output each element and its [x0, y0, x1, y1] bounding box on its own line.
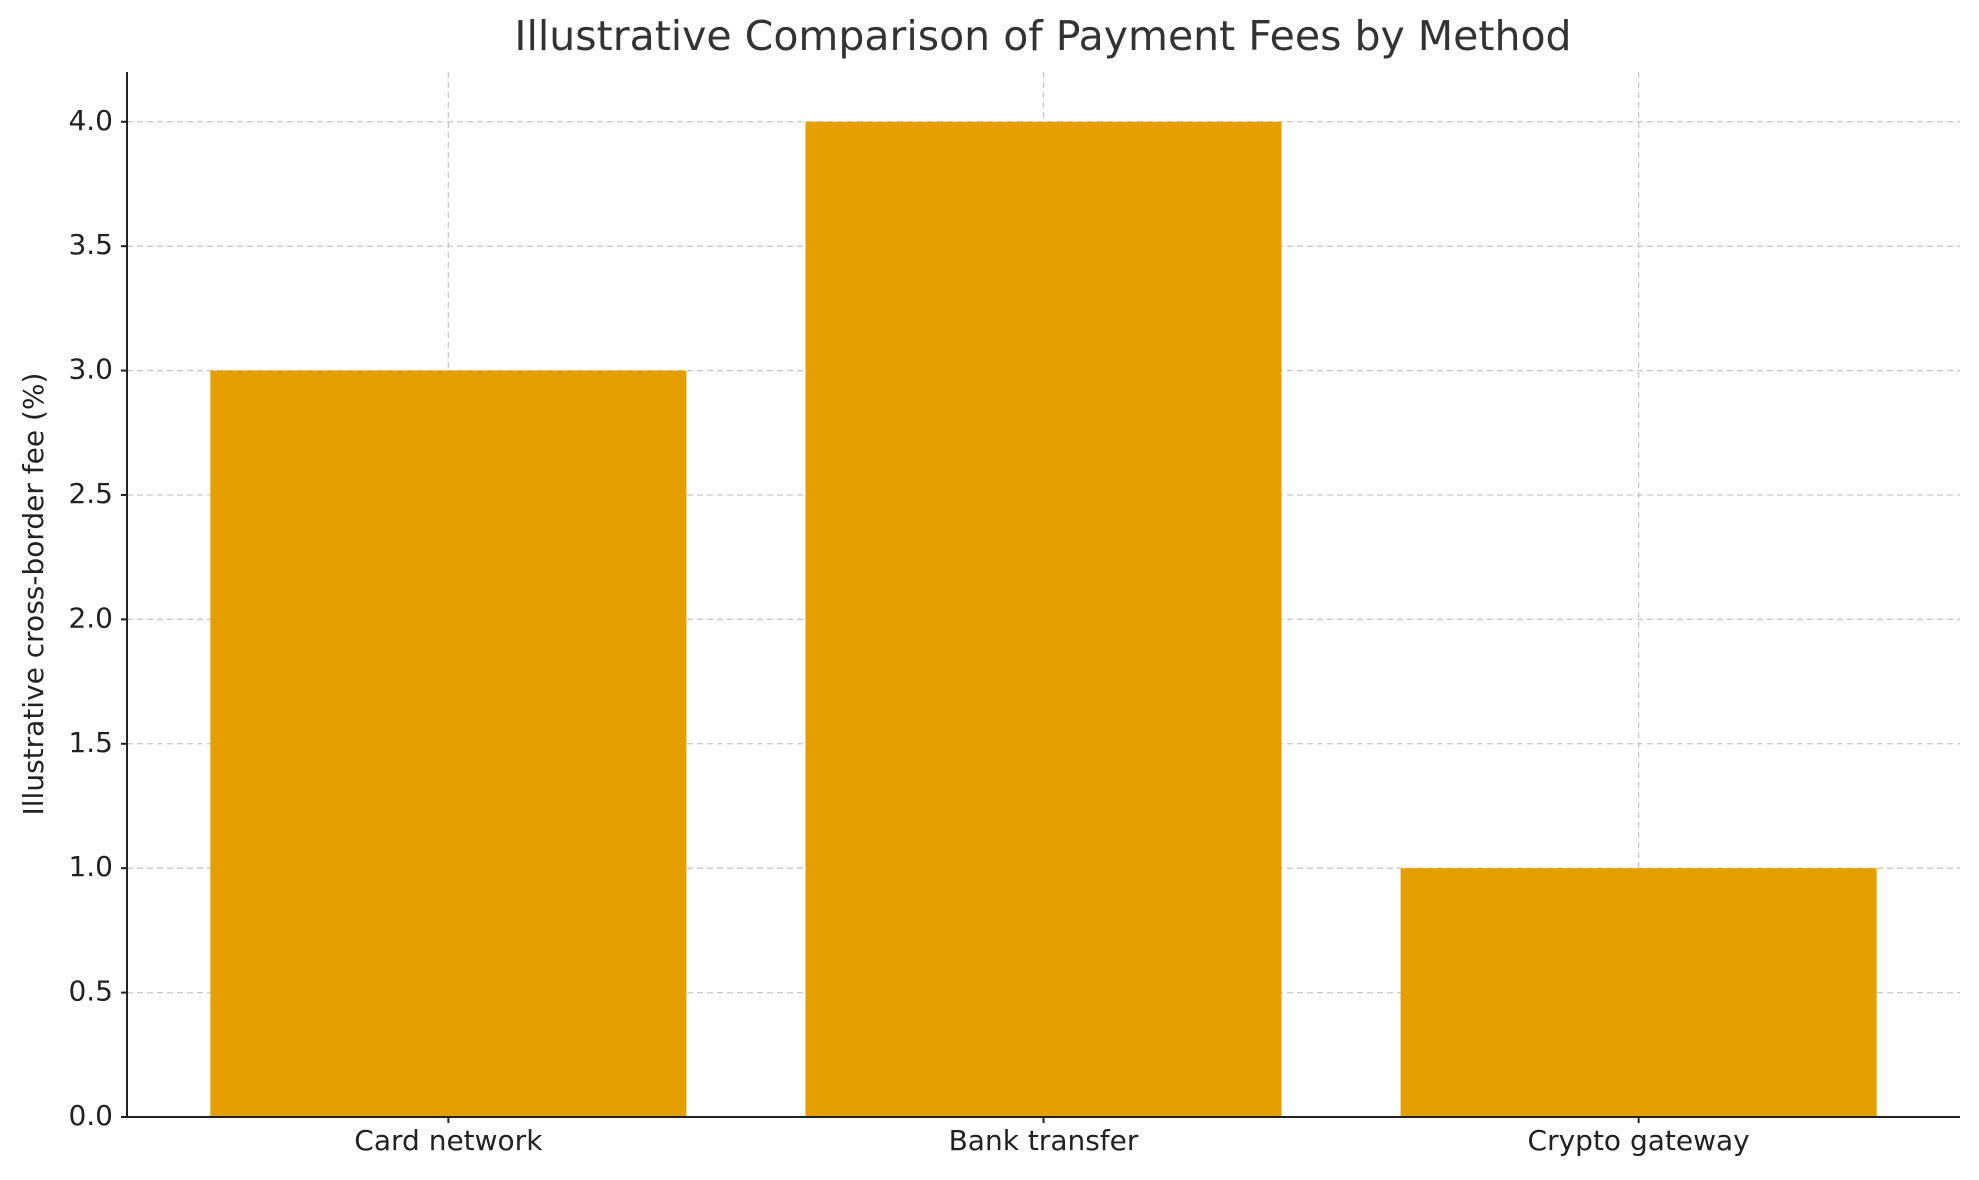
chart-title: Illustrative Comparison of Payment Fees …: [514, 12, 1571, 60]
bar: [805, 121, 1282, 1117]
x-tick-label: Card network: [354, 1124, 543, 1157]
y-tick-label: 1.0: [68, 850, 113, 883]
y-axis-label: Illustrative cross-border fee (%): [17, 373, 50, 816]
y-tick-label: 4.0: [68, 104, 113, 137]
y-tick-label: 2.0: [68, 601, 113, 634]
y-tick-label: 0.5: [68, 975, 113, 1008]
y-tick-label: 0.0: [68, 1099, 113, 1132]
y-tick-label: 3.5: [68, 228, 113, 261]
y-tick-label: 2.5: [68, 477, 113, 510]
y-tick-label: 3.0: [68, 353, 113, 386]
x-tick-label: Crypto gateway: [1528, 1124, 1750, 1157]
y-tick-label: 1.5: [68, 726, 113, 759]
bar: [210, 370, 687, 1118]
bar: [1400, 868, 1877, 1117]
x-tick-label: Bank transfer: [949, 1124, 1139, 1157]
